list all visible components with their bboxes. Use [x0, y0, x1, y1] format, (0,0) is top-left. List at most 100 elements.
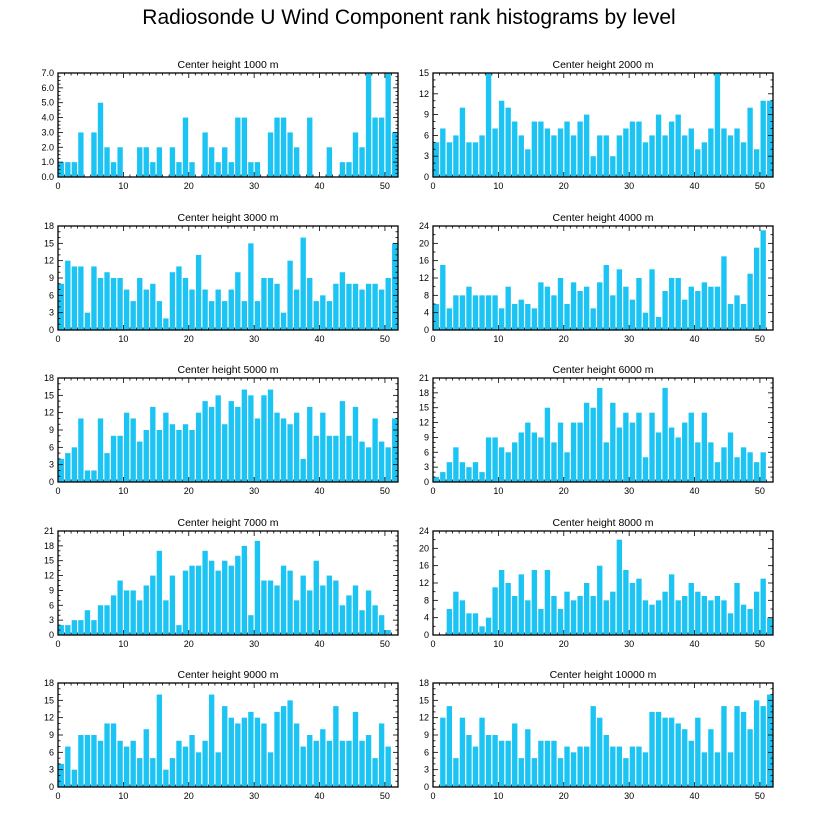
- bar: [293, 600, 300, 635]
- bar: [623, 286, 629, 330]
- y-tick-label: 0: [424, 172, 429, 182]
- bar: [143, 147, 149, 177]
- bar: [459, 600, 466, 635]
- bar: [339, 272, 346, 330]
- y-tick-label: 6: [49, 290, 54, 300]
- bar: [538, 437, 544, 482]
- bar: [320, 295, 326, 330]
- bar: [320, 729, 326, 787]
- bar: [675, 600, 681, 635]
- bar: [392, 243, 398, 330]
- bar: [498, 100, 505, 177]
- x-tick-label: 10: [118, 486, 128, 496]
- bar: [570, 752, 577, 787]
- x-tick-label: 50: [380, 639, 390, 649]
- bar: [254, 162, 261, 177]
- bar: [71, 266, 78, 330]
- bar: [688, 286, 694, 330]
- bar: [104, 453, 110, 482]
- bar: [287, 570, 293, 635]
- bar: [117, 147, 123, 177]
- bar: [551, 442, 557, 482]
- x-tick-label: 0: [430, 791, 435, 801]
- y-tick-label: 18: [44, 221, 54, 231]
- bar: [307, 590, 313, 635]
- bar: [472, 613, 479, 635]
- bar: [610, 295, 616, 330]
- bar: [531, 121, 538, 177]
- bar: [287, 700, 293, 787]
- bar: [518, 432, 524, 482]
- x-tick-label: 10: [493, 639, 503, 649]
- bar: [466, 467, 472, 482]
- y-tick-label: 18: [44, 541, 54, 551]
- x-tick-label: 30: [249, 791, 259, 801]
- bar: [385, 746, 391, 787]
- bar: [248, 711, 254, 787]
- bar: [479, 717, 485, 787]
- y-tick-label: 4: [424, 308, 429, 318]
- x-tick-label: 50: [380, 181, 390, 191]
- bar: [313, 435, 319, 482]
- y-tick-label: 18: [419, 388, 429, 398]
- bar: [642, 142, 649, 177]
- y-tick-label: 6: [49, 442, 54, 452]
- bar: [320, 412, 326, 482]
- bar: [123, 746, 130, 787]
- bar: [346, 283, 352, 330]
- bar: [176, 740, 182, 787]
- bar: [459, 462, 466, 482]
- bar: [307, 735, 313, 787]
- y-tick-label: 3: [424, 462, 429, 472]
- y-tick-label: 15: [419, 695, 429, 705]
- bar: [505, 452, 511, 482]
- bar: [189, 735, 195, 787]
- bar: [91, 266, 97, 330]
- bar: [498, 570, 505, 635]
- bar: [636, 746, 642, 787]
- bar: [215, 395, 221, 482]
- bar: [123, 289, 130, 330]
- bar: [485, 735, 492, 787]
- bar: [71, 769, 78, 787]
- y-tick-label: 6: [424, 447, 429, 457]
- bar: [267, 132, 274, 177]
- y-tick-label: 0.0: [41, 172, 54, 182]
- bar: [714, 596, 721, 635]
- y-tick-label: 8: [424, 290, 429, 300]
- bar: [280, 706, 287, 787]
- bar: [222, 706, 228, 787]
- bar: [346, 595, 352, 635]
- bar: [485, 73, 492, 177]
- y-tick-label: 6: [424, 747, 429, 757]
- bar: [740, 304, 747, 330]
- bar: [169, 147, 176, 177]
- bar: [333, 580, 339, 635]
- bar: [675, 723, 681, 787]
- bar: [440, 717, 446, 787]
- bar: [734, 706, 740, 787]
- bar: [267, 278, 274, 330]
- bar: [583, 583, 590, 635]
- bar: [695, 291, 701, 330]
- bar: [150, 162, 156, 177]
- bar: [753, 149, 760, 177]
- panel-title: Center height 9000 m: [178, 669, 279, 681]
- bar: [525, 600, 531, 635]
- x-tick-label: 20: [559, 334, 569, 344]
- panel-6: Center height 6000 m 0 10 20 30 40 50 0 3 6 9 12 15 1…: [419, 364, 774, 496]
- y-tick-label: 0: [424, 782, 429, 792]
- y-tick-label: 24: [419, 221, 429, 231]
- bar: [597, 387, 603, 482]
- bar: [708, 286, 714, 330]
- y-tick-label: 9: [424, 730, 429, 740]
- panel-title: Center height 2000 m: [553, 59, 654, 71]
- bar: [531, 308, 538, 330]
- bar: [195, 565, 202, 635]
- bar: [378, 117, 385, 177]
- bar: [130, 301, 136, 330]
- x-tick-label: 30: [249, 334, 259, 344]
- bar: [123, 590, 130, 635]
- bar: [104, 147, 110, 177]
- bar: [378, 723, 385, 787]
